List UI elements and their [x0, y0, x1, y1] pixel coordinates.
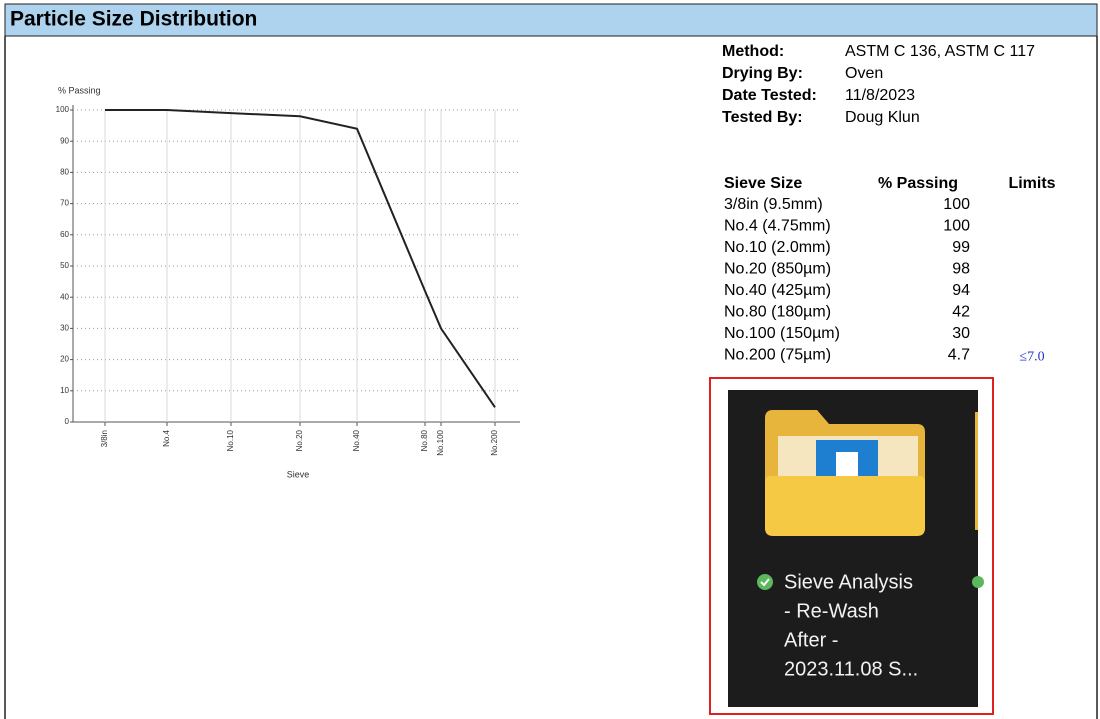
info-key: Method:	[722, 43, 784, 60]
percent-passing: 99	[952, 239, 970, 256]
x-tick-label: No.80	[420, 429, 429, 451]
highlight-box	[709, 377, 994, 715]
info-value: ASTM C 136, ASTM C 117	[845, 43, 1035, 60]
sieve-size: No.100 (150µm)	[724, 325, 840, 342]
percent-passing: 42	[952, 304, 970, 321]
x-tick-label: No.10	[226, 429, 235, 451]
y-tick-label: 80	[60, 168, 69, 177]
x-tick-label: No.200	[490, 429, 499, 455]
info-key: Drying By:	[722, 65, 803, 82]
x-axis-label: Sieve	[287, 469, 310, 479]
percent-passing: 4.7	[948, 347, 970, 364]
x-tick-label: 3/8in	[100, 430, 109, 447]
info-value: Oven	[845, 65, 883, 82]
percent-passing: 100	[943, 218, 970, 235]
chart: 0 10 20 30 40 50 60 70 80 90 100 3/8in No.4 No.10 No.2…	[56, 85, 520, 479]
y-axis-label: % Passing	[58, 85, 101, 95]
y-tick-label: 100	[56, 105, 70, 114]
folder-front	[765, 476, 925, 536]
percent-passing: 98	[952, 261, 970, 278]
info-key: Tested By:	[722, 109, 803, 126]
x-tick-label: No.20	[295, 429, 304, 451]
page-title: Particle Size Distribution	[10, 8, 257, 31]
table-header: Limits	[1008, 175, 1055, 192]
info-key: Date Tested:	[722, 87, 817, 104]
info-value: Doug Klun	[845, 109, 920, 126]
x-tick-label: No.40	[352, 429, 361, 451]
table-header: % Passing	[878, 175, 958, 192]
check	[760, 578, 770, 587]
percent-passing: 94	[952, 282, 970, 299]
y-tick-label: 70	[60, 199, 69, 208]
table-header: Sieve Size	[724, 175, 802, 192]
sieve-size: No.80 (180µm)	[724, 304, 831, 321]
file-name-line: - Re-Wash	[784, 600, 879, 622]
next-folder-edge	[975, 412, 978, 530]
x-tick-label: No.4	[162, 429, 171, 446]
file-name-line: Sieve Analysis	[784, 571, 913, 593]
folder-icon[interactable]	[765, 410, 925, 536]
sieve-size: No.40 (425µm)	[724, 282, 831, 299]
sieve-size: No.200 (75µm)	[724, 347, 831, 364]
y-tick-label: 50	[60, 261, 69, 270]
y-tick-label: 60	[60, 230, 69, 239]
sieve-size: No.10 (2.0mm)	[724, 239, 831, 256]
limit: ≤7.0	[1019, 350, 1044, 365]
y-tick-label: 30	[60, 324, 69, 333]
sieve-size: No.4 (4.75mm)	[724, 218, 831, 235]
header-bar	[4, 3, 1098, 37]
sync-status-icon	[757, 574, 773, 590]
percent-passing: 30	[952, 325, 970, 342]
file-name-line: 2023.11.08 S...	[784, 658, 918, 680]
y-tick-label: 10	[60, 386, 69, 395]
side-panel: Method: ASTM C 136, ASTM C 117 Drying By: O…	[722, 43, 1056, 365]
file-name-line: After -	[784, 629, 838, 651]
sieve-size: 3/8in (9.5mm)	[724, 196, 823, 213]
data-line	[105, 109, 496, 408]
file-name[interactable]: Sieve Analysis - Re-Wash After - 2023.11.08…	[784, 571, 918, 680]
app-logo-mark	[836, 452, 858, 478]
y-tick-label: 20	[60, 355, 69, 364]
percent-passing: 100	[943, 196, 970, 213]
x-tick-label: No.100	[436, 429, 445, 455]
y-tick-label: 0	[65, 417, 70, 426]
info-value: 11/8/2023	[845, 87, 915, 104]
sieve-size: No.20 (850µm)	[724, 261, 831, 278]
y-tick-label: 90	[60, 136, 69, 145]
next-status-icon	[972, 576, 984, 588]
y-tick-label: 40	[60, 292, 69, 301]
